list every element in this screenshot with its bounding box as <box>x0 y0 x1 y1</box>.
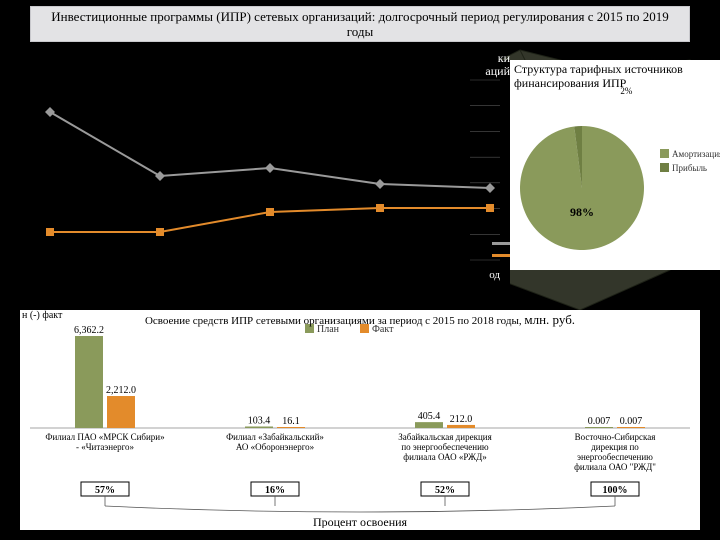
svg-text:филиала ОАО "РЖД": филиала ОАО "РЖД" <box>574 462 656 472</box>
svg-text:57%: 57% <box>95 485 115 496</box>
svg-text:52%: 52% <box>435 485 455 496</box>
svg-text:Процент освоения: Процент освоения <box>313 515 408 528</box>
line-chart-title-fragment: ки аций <box>485 52 510 78</box>
svg-text:- «Читаэнерго»: - «Читаэнерго» <box>76 442 134 452</box>
svg-text:по энергообеспечению: по энергообеспечению <box>401 442 489 452</box>
pie-panel: Структура тарифных источников финансиров… <box>510 60 720 270</box>
svg-text:2,212.0: 2,212.0 <box>106 385 136 396</box>
pie-top-label: 2% <box>620 86 632 96</box>
bar-panel: н (-) факт Освоение средств ИПР сетевыми… <box>20 310 700 530</box>
svg-text:дирекция по: дирекция по <box>591 442 639 452</box>
svg-text:Прибыль: Прибыль <box>672 163 707 173</box>
svg-text:од: од <box>489 269 500 281</box>
svg-text:16.1: 16.1 <box>282 416 300 427</box>
svg-text:0.007: 0.007 <box>588 416 611 427</box>
pie-title: Структура тарифных источников финансиров… <box>510 60 720 93</box>
line-chart: ки аций од <box>30 60 510 290</box>
svg-text:Забайкальская дирекция: Забайкальская дирекция <box>398 432 491 442</box>
svg-text:Филиал ПАО «МРСК Сибири»: Филиал ПАО «МРСК Сибири» <box>45 432 164 442</box>
svg-text:Амортизация: Амортизация <box>672 149 720 159</box>
svg-text:0.007: 0.007 <box>620 416 643 427</box>
svg-text:Восточно-Сибирская: Восточно-Сибирская <box>575 432 656 442</box>
svg-text:филиала ОАО «РЖД»: филиала ОАО «РЖД» <box>403 452 487 462</box>
pie-svg: 98% Амортизация Прибыль <box>510 93 720 268</box>
svg-text:212.0: 212.0 <box>450 414 473 425</box>
svg-text:энергообеспечению: энергообеспечению <box>577 452 653 462</box>
bar-svg: ПланФакт6,362.22,212.0Филиал ПАО «МРСК С… <box>20 310 700 528</box>
page-title: Инвестиционные программы (ИПР) сетевых о… <box>30 6 690 42</box>
svg-text:98%: 98% <box>570 205 594 219</box>
bar-title: Освоение средств ИПР сетевыми организаци… <box>20 312 700 328</box>
svg-text:16%: 16% <box>265 485 285 496</box>
svg-text:100%: 100% <box>603 485 628 496</box>
svg-text:103.4: 103.4 <box>248 416 271 427</box>
svg-text:405.4: 405.4 <box>418 411 441 422</box>
svg-text:АО «Оборонэнерго»: АО «Оборонэнерго» <box>236 442 314 452</box>
svg-text:Филиал «Забайкальский»: Филиал «Забайкальский» <box>226 432 324 442</box>
page-title-text: Инвестиционные программы (ИПР) сетевых о… <box>37 9 683 39</box>
line-chart-svg: од <box>30 60 510 290</box>
